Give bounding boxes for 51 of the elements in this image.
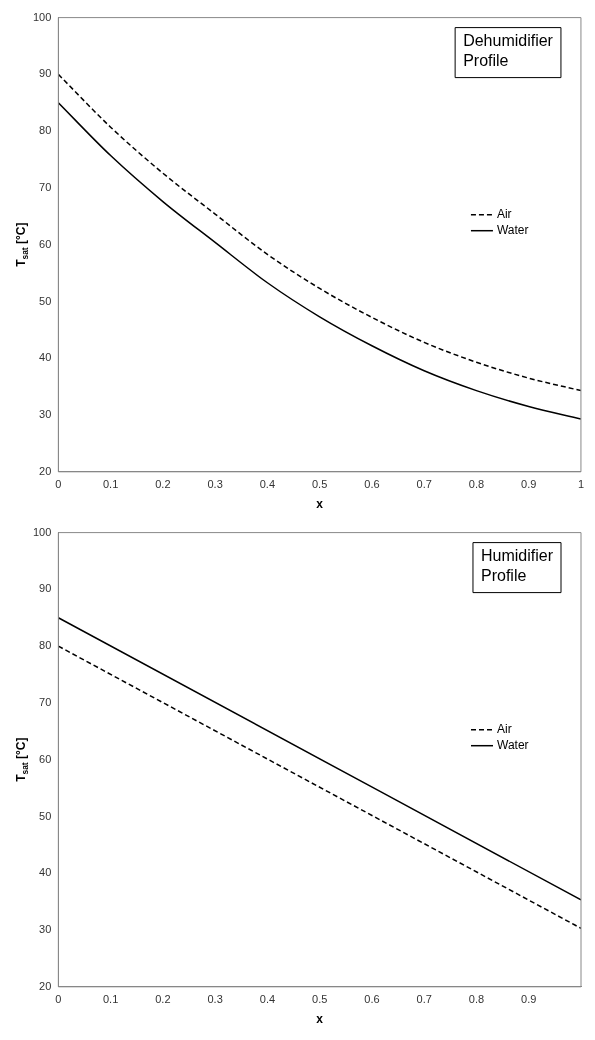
y-tick-label: 40: [39, 866, 52, 879]
x-tick-label: 0.3: [207, 993, 223, 1006]
x-tick-label: 0: [55, 478, 62, 491]
y-tick-label: 50: [39, 809, 52, 822]
x-tick-label: 0.8: [468, 478, 485, 491]
y-tick-label: 40: [39, 351, 52, 364]
x-tick-label: 0.2: [155, 478, 171, 491]
y-tick-label: 20: [39, 464, 52, 477]
x-tick-label: 1: [577, 478, 584, 491]
x-tick-label: 0.7: [416, 478, 432, 491]
y-tick-label: 20: [39, 979, 52, 992]
y-tick-label: 80: [39, 124, 52, 137]
y-tick-label: 60: [39, 752, 52, 765]
y-tick-label: 90: [39, 582, 52, 595]
y-tick-label: 80: [39, 639, 52, 652]
y-tick-label: 100: [32, 525, 52, 538]
annotation: Dehumidifier Profile: [463, 32, 554, 70]
line-series: [58, 102, 581, 420]
x-tick-label: 0.6: [364, 478, 380, 491]
y-axis-title: Tsat [°C]: [14, 737, 30, 782]
x-tick-label: 0.2: [155, 993, 171, 1006]
x-tick-label: 0.5: [312, 478, 328, 491]
x-tick-label: 0.3: [207, 478, 223, 491]
x-tick-label: 0.8: [468, 993, 485, 1006]
line-series: [58, 73, 581, 392]
legend-label: Water: [497, 738, 529, 753]
y-tick-label: 60: [39, 237, 52, 250]
y-tick-label: 90: [39, 67, 52, 80]
y-tick-label: 30: [39, 923, 52, 936]
legend-label: Water: [496, 223, 529, 238]
y-axis-title: Tsat [°C]: [14, 222, 30, 267]
x-axis-title: x: [316, 1012, 324, 1027]
x-tick-label: 0.6: [364, 993, 380, 1006]
annotation: Humidifier Profile: [480, 547, 554, 585]
x-tick-label: 0.4: [259, 478, 276, 491]
x-tick-label: 0.1: [102, 993, 119, 1006]
x-tick-label: 0.7: [416, 993, 432, 1006]
y-tick-label: 70: [39, 695, 52, 708]
y-tick-label: 50: [39, 294, 52, 307]
x-axis-title: x: [316, 497, 324, 512]
legend-label: Air: [497, 722, 512, 737]
y-tick-label: 70: [39, 180, 52, 193]
x-tick-label: 0.5: [312, 993, 328, 1006]
x-tick-label: 0: [55, 993, 62, 1006]
y-tick-label: 30: [39, 408, 52, 421]
x-tick-label: 0.1: [102, 478, 119, 491]
x-tick-label: 0.9: [521, 478, 537, 491]
x-tick-label: 0.9: [521, 993, 537, 1006]
y-tick-label: 100: [32, 10, 52, 23]
x-tick-label: 0.4: [259, 993, 276, 1006]
legend-label: Air: [496, 207, 512, 222]
